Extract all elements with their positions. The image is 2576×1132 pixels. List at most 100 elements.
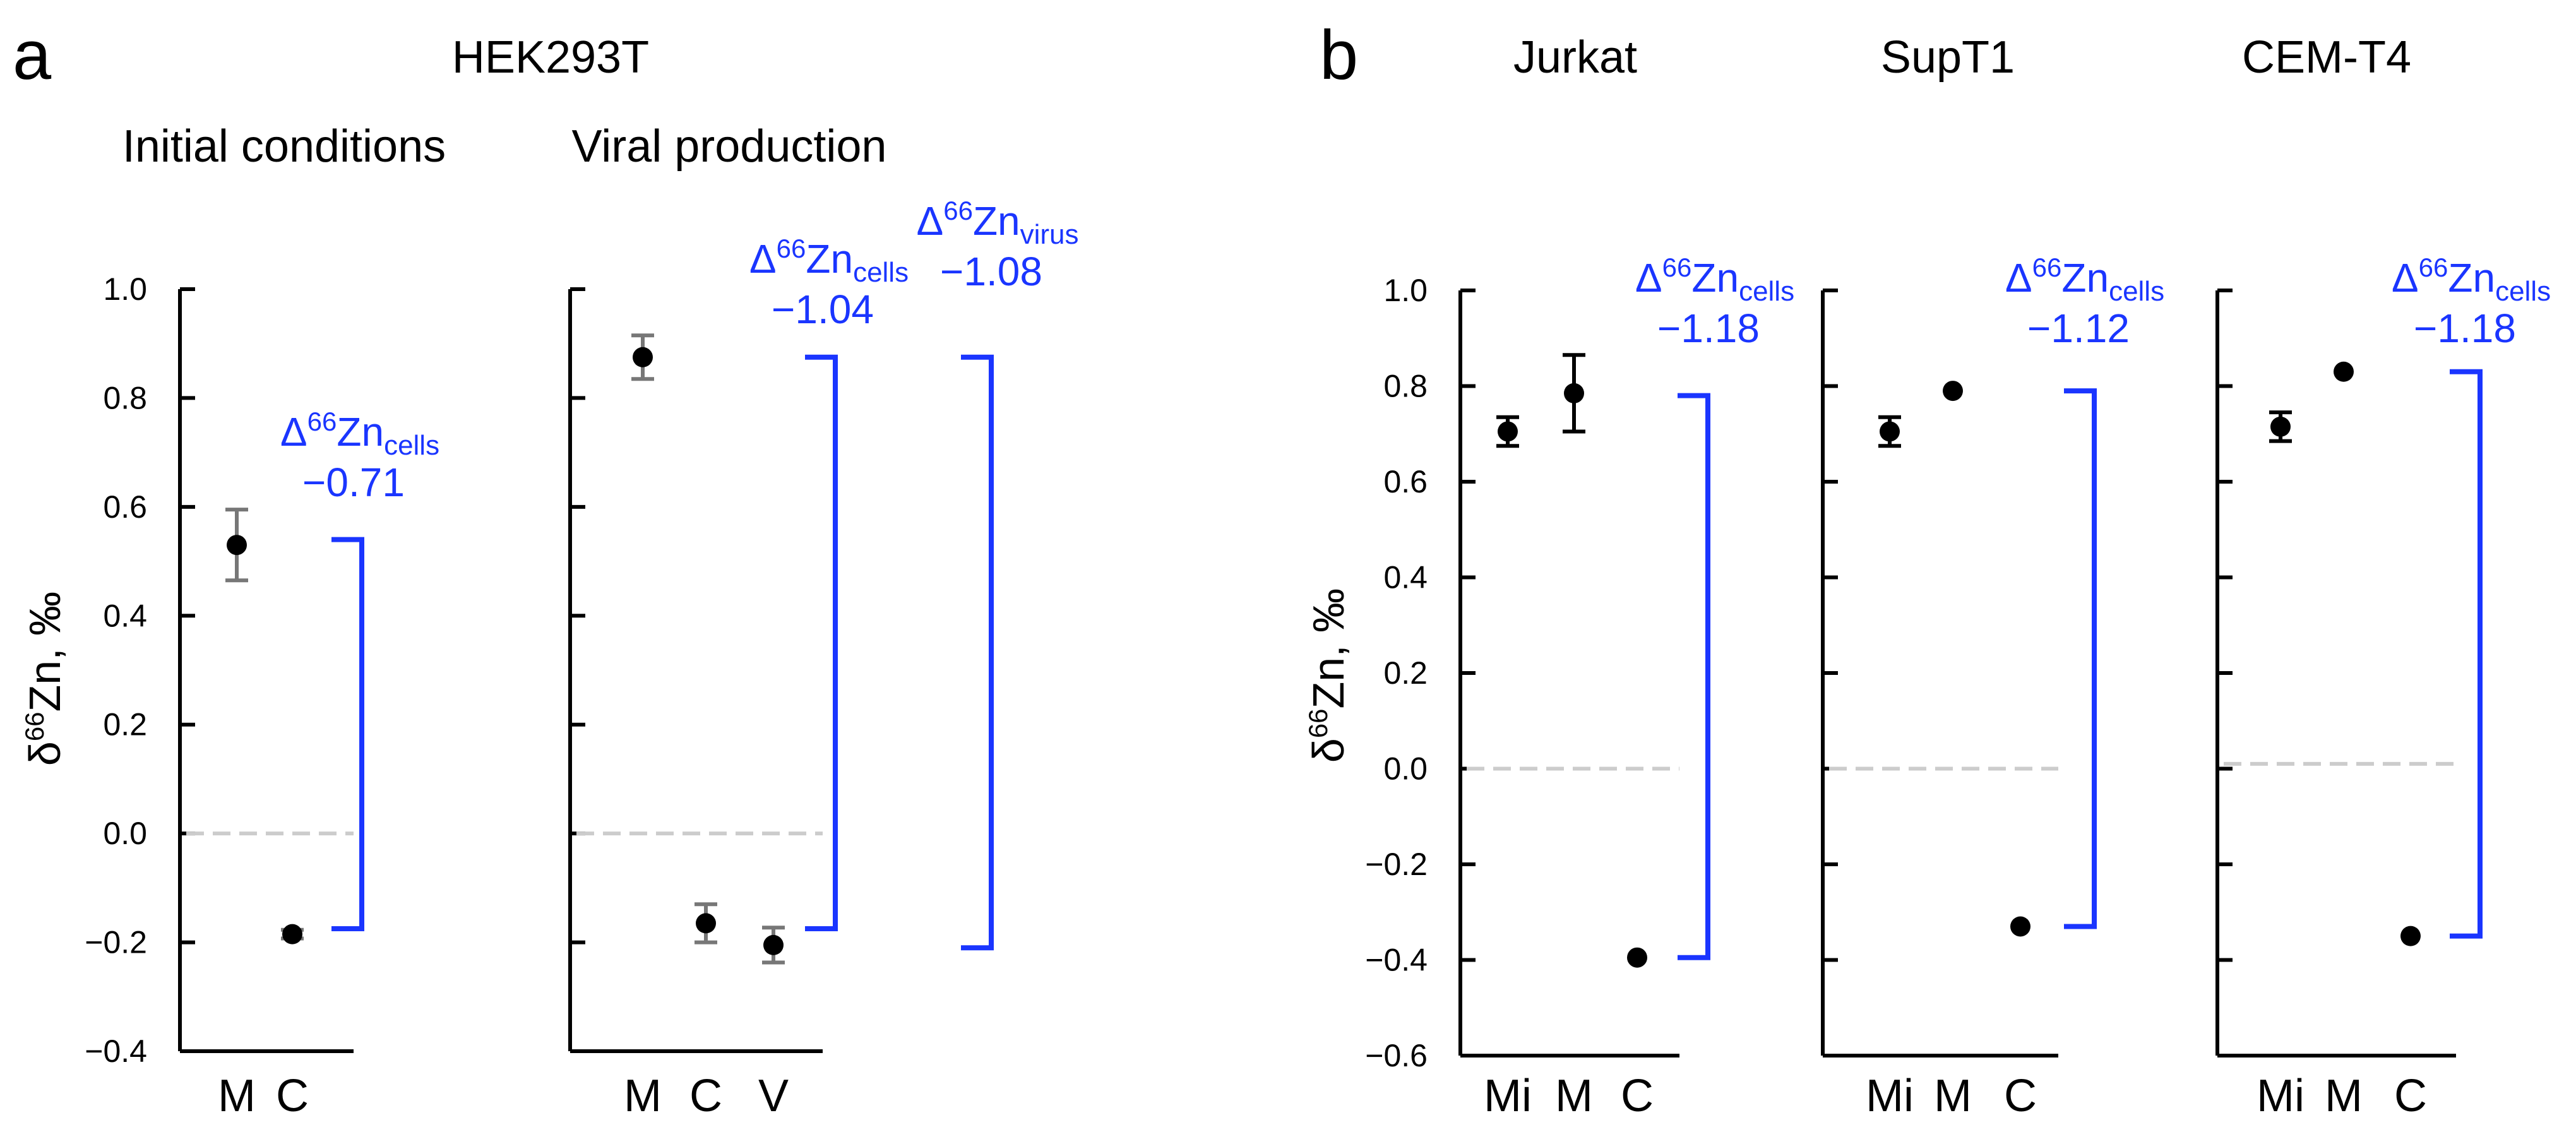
panel-letter-b: b bbox=[1320, 16, 1358, 94]
y-axis-label-delta: δ bbox=[1304, 738, 1353, 763]
y-axis-label-mass: 66 bbox=[20, 712, 49, 741]
delta-subscript: cells bbox=[1739, 276, 1794, 307]
data-point bbox=[1880, 421, 1900, 442]
y-tick-label: 0.2 bbox=[103, 707, 147, 742]
chart-title: SupT1 bbox=[1881, 32, 2015, 83]
x-category-label: C bbox=[1621, 1071, 1654, 1121]
y-tick-label: 0.0 bbox=[103, 816, 147, 851]
delta-symbol: Δ bbox=[280, 409, 307, 455]
chart-title: Viral production bbox=[572, 121, 887, 172]
x-category-label: M bbox=[218, 1071, 256, 1121]
y-axis-label-mass: 66 bbox=[1303, 708, 1333, 738]
x-category-label: C bbox=[2394, 1071, 2427, 1121]
delta-element: Zn bbox=[806, 236, 853, 282]
y-tick-label: 1.0 bbox=[1383, 273, 1428, 308]
chart-cem-t4: CEM-T4 Mi M C Δ66Zncells−1.18 bbox=[2215, 32, 2551, 1121]
data-point bbox=[1943, 381, 1963, 402]
delta-element: Zn bbox=[337, 409, 384, 455]
delta-bracket bbox=[805, 354, 838, 932]
delta-bracket bbox=[961, 354, 994, 951]
delta-label: Δ66Zncells bbox=[1635, 253, 1794, 307]
delta-label: Δ66Zncells bbox=[280, 407, 439, 461]
delta-label: Δ66Zncells bbox=[2005, 253, 2164, 307]
y-tick-label: 1.0 bbox=[103, 271, 147, 307]
x-category-label: M bbox=[1934, 1071, 1972, 1121]
delta-mass: 66 bbox=[2419, 253, 2448, 282]
x-category-label: Mi bbox=[2257, 1071, 2305, 1121]
y-axis-label-element: Zn, ‰ bbox=[1304, 588, 1353, 709]
delta-bracket bbox=[2450, 369, 2483, 939]
x-category-label: C bbox=[2004, 1071, 2037, 1121]
chart-supt1: SupT1 Mi M C Δ66Zncells−1.12 bbox=[1821, 32, 2164, 1121]
y-axis-label: δ66Zn, ‰ bbox=[20, 592, 69, 766]
delta-value: −1.18 bbox=[1657, 306, 1760, 351]
y-tick-label: 0.6 bbox=[103, 489, 147, 525]
delta-label: Δ66Zncells bbox=[749, 234, 909, 288]
delta-symbol: Δ bbox=[2392, 255, 2419, 301]
x-category-label: M bbox=[2325, 1071, 2363, 1121]
cell-line-title-hek293t: HEK293T bbox=[452, 32, 649, 83]
chart-jurkat: Jurkat −0.6 −0.4 −0.2 0.0 0.2 0.4 0.6 0.8 1.0 Mi M… bbox=[1365, 32, 1794, 1121]
delta-element: Zn bbox=[2448, 255, 2495, 301]
data-point bbox=[763, 934, 784, 955]
data-point bbox=[633, 347, 653, 367]
y-tick-label: −0.2 bbox=[1365, 847, 1428, 882]
data-point bbox=[2400, 926, 2421, 946]
delta-subscript: virus bbox=[1020, 219, 1079, 250]
data-point bbox=[2010, 916, 2030, 937]
delta-subscript: cells bbox=[853, 257, 909, 288]
x-category-label: M bbox=[1555, 1071, 1593, 1121]
delta-symbol: Δ bbox=[1635, 255, 1662, 301]
delta-value: −1.18 bbox=[2414, 306, 2516, 351]
panel-letter-a: a bbox=[13, 16, 52, 94]
data-point bbox=[282, 924, 302, 944]
delta-symbol: Δ bbox=[749, 236, 777, 282]
chart-initial-conditions: Initial conditions −0.4 −0.2 0.0 0.2 0.4 0.6 0… bbox=[85, 121, 446, 1121]
y-tick-label: 0.6 bbox=[1383, 464, 1428, 499]
y-tick-label: 0.8 bbox=[1383, 369, 1428, 404]
delta-symbol: Δ bbox=[2005, 255, 2032, 301]
y-axis-label-delta: δ bbox=[20, 741, 69, 766]
delta-subscript: cells bbox=[2109, 276, 2164, 307]
delta-label: Δ66Znvirus bbox=[916, 196, 1078, 250]
x-category-label: V bbox=[758, 1071, 789, 1121]
delta-value: −1.12 bbox=[2027, 306, 2130, 351]
y-tick-label: −0.2 bbox=[85, 925, 147, 960]
y-tick-label: 0.8 bbox=[103, 380, 147, 415]
chart-title: Initial conditions bbox=[122, 121, 446, 172]
delta-value: −0.71 bbox=[302, 460, 405, 505]
delta-label: Δ66Zncells bbox=[2392, 253, 2551, 307]
delta-symbol: Δ bbox=[916, 198, 943, 244]
delta-mass: 66 bbox=[943, 196, 973, 225]
chart-viral-production: Viral production M C VΔ66Zncells−1.04Δ66Zn… bbox=[568, 121, 1079, 1121]
chart-title: CEM-T4 bbox=[2242, 32, 2411, 83]
delta-value: −1.08 bbox=[940, 249, 1042, 294]
data-point bbox=[1564, 383, 1584, 403]
y-tick-label: −0.6 bbox=[1365, 1038, 1428, 1073]
data-point bbox=[1627, 947, 1647, 968]
delta-value: −1.04 bbox=[772, 287, 874, 332]
delta-element: Zn bbox=[1691, 255, 1739, 301]
data-point bbox=[2334, 361, 2354, 382]
delta-bracket bbox=[2064, 388, 2097, 929]
y-axis-label: δ66Zn, ‰ bbox=[1303, 588, 1353, 763]
x-category-label: Mi bbox=[1866, 1071, 1914, 1121]
data-point bbox=[696, 913, 716, 934]
delta-bracket bbox=[1678, 393, 1710, 960]
y-tick-label: 0.0 bbox=[1383, 751, 1428, 787]
delta-bracket bbox=[331, 537, 364, 932]
delta-subscript: cells bbox=[384, 430, 439, 461]
delta-mass: 66 bbox=[1662, 253, 1692, 282]
chart-title: Jurkat bbox=[1513, 32, 1637, 83]
x-category-label: C bbox=[689, 1071, 722, 1121]
data-point bbox=[227, 535, 247, 556]
x-category-label: Mi bbox=[1484, 1071, 1532, 1121]
delta-mass: 66 bbox=[777, 234, 806, 263]
y-tick-label: −0.4 bbox=[85, 1034, 147, 1069]
x-category-label: C bbox=[276, 1071, 309, 1121]
delta-mass: 66 bbox=[307, 407, 337, 436]
delta-element: Zn bbox=[973, 198, 1020, 244]
data-point bbox=[2270, 416, 2291, 437]
data-point bbox=[1498, 421, 1518, 442]
